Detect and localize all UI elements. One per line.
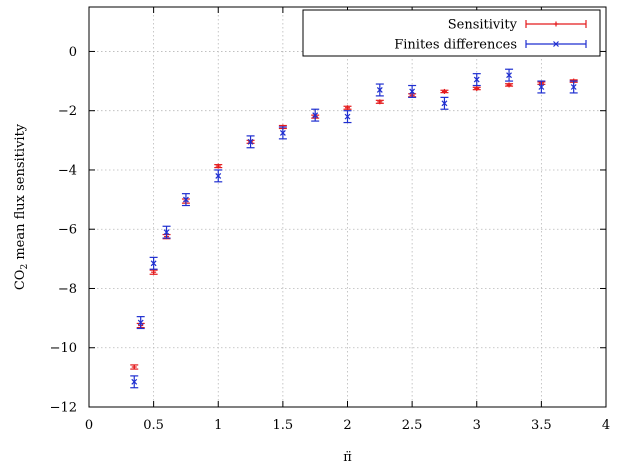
data-point: [278, 126, 287, 140]
point-marker: [377, 99, 383, 105]
legend-marker: [553, 21, 559, 27]
data-point: [408, 84, 417, 98]
x-axis-label: π̈: [343, 450, 352, 465]
data-point: [130, 364, 139, 370]
point-marker: [151, 269, 157, 275]
point-marker: [137, 319, 144, 326]
point-marker: [247, 138, 254, 145]
point-marker: [215, 172, 222, 179]
point-marker: [131, 364, 137, 370]
x-tick-label: 2.5: [402, 418, 423, 433]
x-tick-label: 4: [602, 418, 610, 433]
point-marker: [506, 72, 512, 79]
y-tick-label: −12: [50, 401, 77, 416]
series-0: [130, 78, 578, 370]
x-tick-label: 1: [214, 418, 222, 433]
point-marker: [345, 105, 350, 111]
legend-sample-finite-differences: [525, 40, 587, 48]
x-tick-labels: 0 0.5 1 1.5 2 2.5 3 3.5 4: [85, 418, 610, 433]
data-point: [181, 193, 190, 207]
data-point: [505, 68, 514, 82]
y-tick-label: −10: [50, 341, 77, 356]
data-point: [375, 83, 384, 97]
data-point: [130, 375, 139, 389]
point-marker: [131, 378, 138, 385]
legend-label-finite-differences: Finites differences: [394, 38, 517, 53]
plot-frame: [88, 6, 607, 408]
data-point: [214, 163, 223, 169]
data-point: [162, 225, 171, 239]
point-marker: [506, 82, 512, 88]
point-marker: [376, 87, 383, 93]
point-marker: [538, 84, 545, 90]
data-point: [246, 135, 255, 149]
point-marker: [570, 84, 577, 90]
point-marker: [312, 112, 319, 119]
legend-sample-sensitivity: [525, 20, 587, 28]
point-marker: [215, 163, 221, 169]
data-point: [149, 269, 158, 275]
data-point: [311, 108, 320, 122]
point-marker: [150, 260, 157, 267]
point-marker: [441, 100, 448, 107]
series-1: [130, 68, 578, 389]
y-tick-label: −2: [58, 104, 77, 119]
x-tick-label: 3.5: [531, 418, 552, 433]
point-marker: [344, 113, 351, 120]
x-tick-label: 1.5: [273, 418, 294, 433]
legend-label-sensitivity: Sensitivity: [448, 18, 518, 33]
x-tick-label: 0: [85, 418, 93, 433]
data-point: [472, 73, 481, 87]
x-tick-label: 0.5: [143, 418, 164, 433]
data-point: [343, 105, 352, 111]
data-point: [375, 99, 384, 105]
grid: [89, 7, 606, 407]
data-point: [472, 85, 481, 91]
point-marker: [183, 196, 189, 203]
x-tick-label: 2: [343, 418, 351, 433]
data-point: [440, 88, 449, 94]
data-point: [537, 80, 546, 94]
y-tick-labels: 0 −2 −4 −6 −8 −10 −12: [50, 45, 77, 416]
y-tick-label: −6: [58, 223, 77, 238]
data-point: [343, 110, 352, 124]
point-marker: [279, 130, 286, 136]
legend-box: [302, 9, 601, 57]
data-point: [505, 82, 514, 88]
data-series: [130, 68, 578, 389]
point-marker: [473, 76, 480, 83]
data-point: [136, 316, 145, 330]
data-point: [569, 80, 578, 94]
y-tick-label: 0: [69, 45, 77, 60]
legend-marker: [553, 41, 559, 47]
y-axis-label-rest: mean flux sensitivity: [13, 123, 28, 264]
point-marker: [474, 85, 480, 91]
point-marker: [163, 229, 170, 236]
y-axis-label-main: CO: [13, 270, 28, 291]
point-marker: [409, 88, 416, 95]
data-point: [440, 96, 449, 110]
data-point: [149, 256, 158, 270]
x-tick-label: 3: [473, 418, 481, 433]
y-axis-label: CO2 mean flux sensitivity: [13, 123, 30, 290]
y-tick-label: −8: [58, 282, 77, 297]
point-marker: [441, 88, 447, 94]
legend: Sensitivity Finites differences: [302, 9, 601, 57]
y-axis-label-subscript: 2: [20, 264, 30, 270]
y-tick-label: −4: [58, 163, 77, 178]
data-point: [214, 169, 223, 183]
